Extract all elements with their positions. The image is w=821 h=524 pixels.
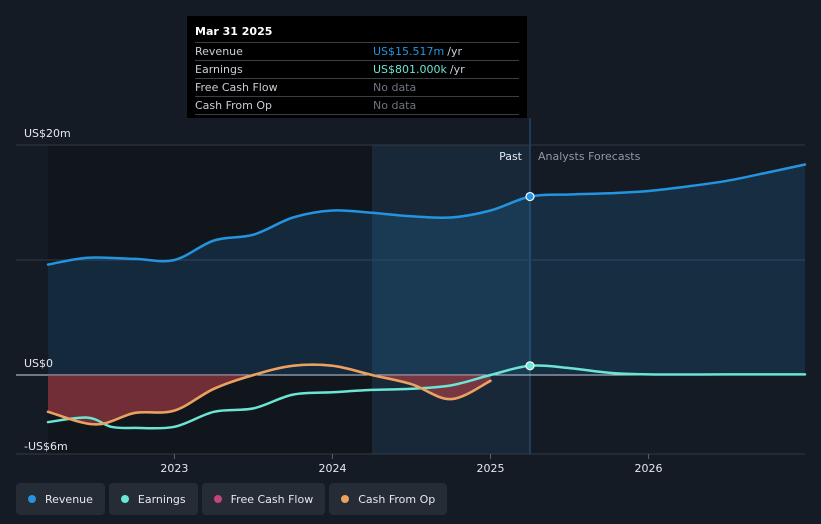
legend-dot-icon [213,495,222,503]
x-tick-label: 2024 [318,462,346,475]
forecast-label: Analysts Forecasts [538,150,641,163]
tooltip-unit: /yr [449,63,465,76]
earnings-line [46,364,807,430]
tooltip-value: No data [373,99,417,112]
tooltip-value: US$15.517m/yr [373,43,462,60]
tooltip-label: Free Cash Flow [195,81,278,94]
marker-layer [525,191,535,371]
legend-item-revenue[interactable]: Revenue [16,483,105,515]
legend-label: Revenue [45,492,93,506]
revenue-line [46,163,807,266]
y-tick-label: -US$6m [24,440,68,453]
tooltip-row-cash-from-op: Cash From Op No data [195,97,519,115]
cash-from-op-line [46,363,492,426]
text-layer: 2023 2024 2025 2026 US$20m US$0 -US$6m Past Anal… [24,127,663,475]
tooltip-value-text: US$801.000k [373,63,447,76]
legend-dot-icon [120,495,129,503]
revenue-marker [525,191,535,202]
tooltip-row-free-cash-flow: Free Cash Flow No data [195,79,519,97]
y-tick-label: US$20m [24,127,71,140]
tooltip-label: Revenue [195,45,243,58]
past-label: Past [499,150,523,163]
legend-item-free-cash-flow[interactable]: Free Cash Flow [201,483,326,515]
line-layer [46,163,807,430]
earnings-marker [525,361,535,371]
x-tick-label: 2025 [477,462,505,475]
legend-item-earnings[interactable]: Earnings [108,483,198,515]
tooltip-date: Mar 31 2025 [195,24,519,43]
tooltip-label: Earnings [195,63,243,76]
legend-label: Free Cash Flow [230,492,314,506]
tooltip-unit: /yr [447,45,462,58]
legend-item-cash-from-op[interactable]: Cash From Op [329,483,448,515]
tooltip-row-revenue: Revenue US$15.517m/yr [195,43,519,61]
tooltip-value: US$801.000k/yr [373,61,465,78]
legend-dot-icon [341,495,350,503]
highlight-band [371,145,531,454]
x-tick-label: 2026 [635,462,663,475]
tooltip: Mar 31 2025 Revenue US$15.517m/yr Earnin… [187,16,527,118]
tooltip-label: Cash From Op [195,99,273,112]
legend-label: Cash From Op [358,492,436,506]
legend-dot-icon [28,495,36,503]
y-tick-label: US$0 [24,357,53,370]
tooltip-value-text: US$15.517m [373,45,445,58]
tooltip-value: No data [373,81,417,94]
x-tick-label: 2023 [160,462,188,475]
legend: Revenue Earnings Free Cash Flow Cash Fro… [16,483,448,515]
revenue-area [48,164,805,375]
legend-label: Earnings [137,492,186,506]
tooltip-row-earnings: Earnings US$801.000k/yr [195,61,519,79]
